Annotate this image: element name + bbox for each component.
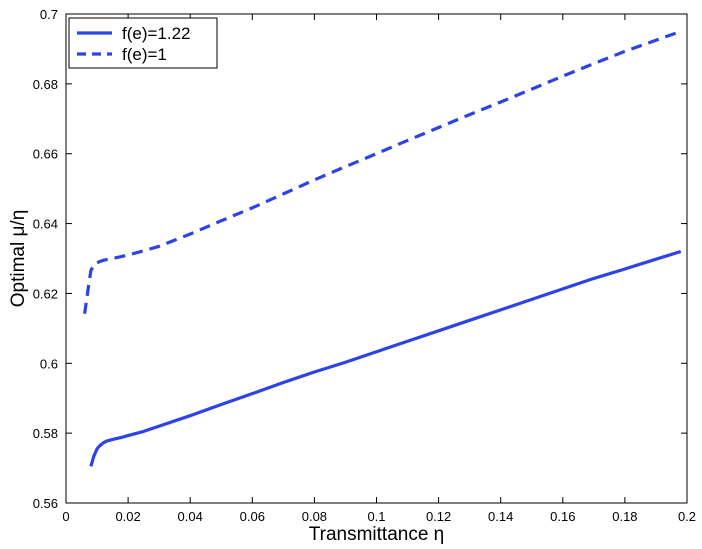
legend-box bbox=[68, 17, 218, 69]
legend-label-series-1: f(e)=1.22 bbox=[122, 24, 191, 43]
series-layer bbox=[83, 29, 682, 467]
x-tick-label: 0.06 bbox=[240, 509, 265, 524]
y-tick-label: 0.56 bbox=[33, 496, 58, 511]
x-tick-label: 0.04 bbox=[178, 509, 203, 524]
y-tick-label: 0.66 bbox=[33, 147, 58, 162]
x-tick-label: 0.12 bbox=[426, 509, 451, 524]
y-tick-label: 0.68 bbox=[33, 77, 58, 92]
x-tick-label: 0.08 bbox=[302, 509, 327, 524]
series-line-2 bbox=[83, 29, 682, 314]
y-tick-label: 0.62 bbox=[33, 286, 58, 301]
y-tick-label: 0.6 bbox=[40, 356, 58, 371]
y-axis-title: Optimal μ/η bbox=[8, 210, 29, 308]
series-line-1 bbox=[89, 249, 682, 467]
x-tick-label: 0 bbox=[62, 509, 69, 524]
y-tick-label: 0.64 bbox=[33, 217, 58, 232]
y-tick-label: 0.7 bbox=[40, 7, 58, 22]
x-tick-label: 0.18 bbox=[612, 509, 637, 524]
x-tick-label: 0.14 bbox=[488, 509, 513, 524]
legend-label-series-2: f(e)=1 bbox=[122, 45, 167, 64]
x-tick-label: 0.1 bbox=[367, 509, 385, 524]
x-axis-title: Transmittance η bbox=[309, 524, 445, 545]
x-tick-label: 0.02 bbox=[115, 509, 140, 524]
x-tick-label: 0.2 bbox=[678, 509, 696, 524]
y-tick-label: 0.58 bbox=[33, 426, 58, 441]
plot-frame bbox=[65, 13, 688, 504]
x-tick-label: 0.16 bbox=[550, 509, 575, 524]
legend: f(e)=1.22 f(e)=1 bbox=[68, 17, 218, 69]
ticks-layer: 0 0.02 0.04 0.06 0.08 0.1 0.12 0.14 0.16 0.18 0.2 0… bbox=[33, 7, 696, 524]
